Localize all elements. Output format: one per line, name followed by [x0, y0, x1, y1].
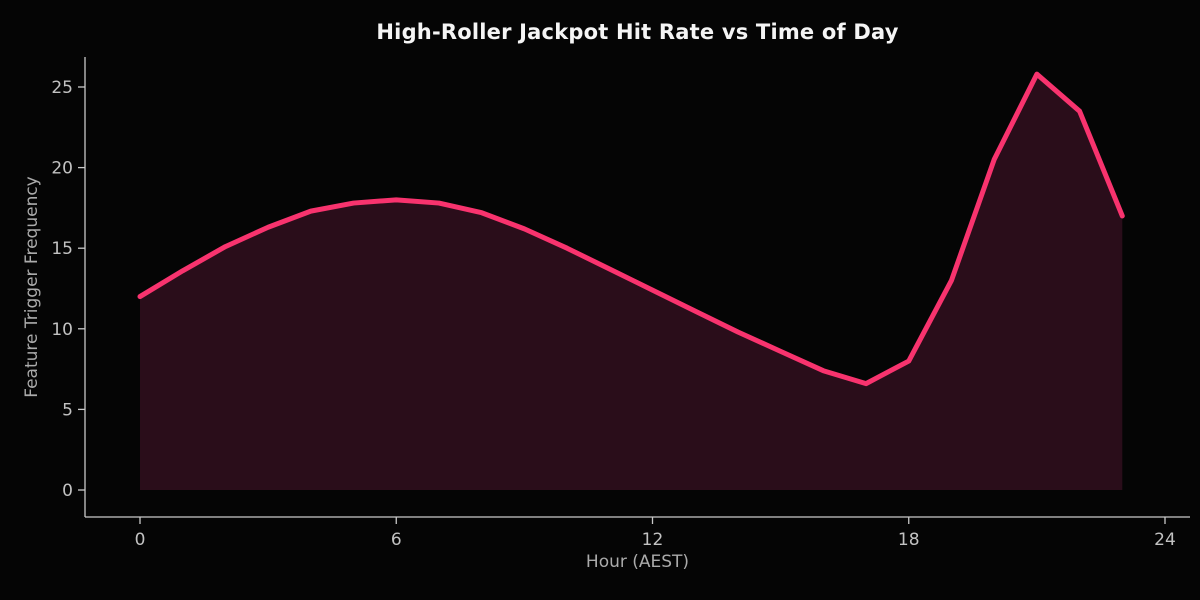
y-tick-label: 5	[62, 400, 73, 420]
x-tick-label: 0	[135, 530, 146, 550]
x-tick-label: 24	[1154, 530, 1176, 550]
y-tick-label: 25	[51, 78, 73, 98]
x-tick-label: 12	[642, 530, 664, 550]
x-tick-label: 18	[898, 530, 920, 550]
y-tick-label: 15	[51, 239, 73, 259]
y-tick-label: 20	[51, 159, 73, 179]
y-tick-label: 10	[51, 320, 73, 340]
series-line	[137, 71, 1125, 387]
x-tick-label: 6	[391, 530, 402, 550]
chart-title: High-Roller Jackpot Hit Rate vs Time of …	[376, 20, 899, 44]
x-axis-label: Hour (AEST)	[585, 552, 690, 572]
y-tick-label: 0	[62, 481, 73, 501]
